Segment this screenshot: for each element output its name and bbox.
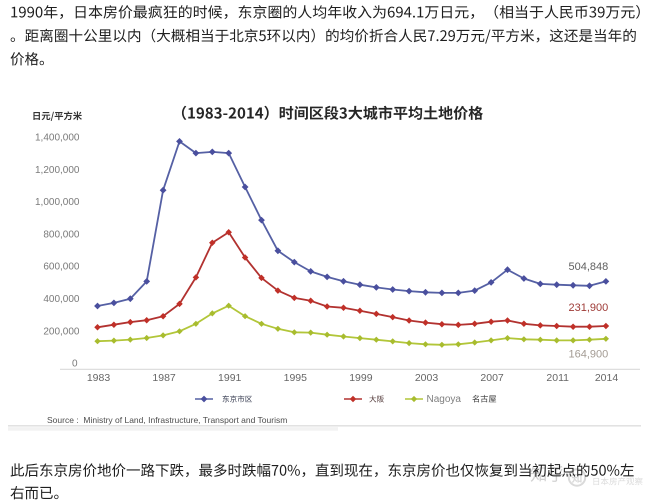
- svg-text:1995: 1995: [284, 372, 308, 384]
- svg-text:2014: 2014: [595, 372, 619, 384]
- svg-text:2007: 2007: [480, 372, 504, 384]
- svg-text:1987: 1987: [152, 372, 176, 384]
- svg-text:504,848: 504,848: [569, 261, 609, 273]
- svg-text:1,400,000: 1,400,000: [35, 133, 80, 144]
- svg-text:1,200,000: 1,200,000: [35, 165, 80, 176]
- svg-text:600,000: 600,000: [43, 262, 80, 273]
- svg-text:Source : Ministry of Land, In: Source : Ministry of Land, Infrastructur…: [47, 415, 287, 425]
- svg-text:800,000: 800,000: [43, 229, 80, 240]
- svg-text:2003: 2003: [415, 372, 439, 384]
- svg-text:2011: 2011: [546, 372, 569, 384]
- svg-text:1999: 1999: [349, 372, 373, 384]
- svg-text:200,000: 200,000: [43, 326, 80, 337]
- svg-text:231,900: 231,900: [569, 302, 609, 314]
- svg-text:164,900: 164,900: [569, 349, 609, 361]
- svg-text:1,000,000: 1,000,000: [35, 197, 80, 208]
- svg-text:Nagoya: Nagoya: [427, 394, 462, 405]
- svg-text:1991: 1991: [218, 372, 242, 384]
- svg-text:0: 0: [72, 359, 78, 370]
- svg-text:400,000: 400,000: [43, 294, 80, 305]
- svg-text:1983: 1983: [87, 372, 111, 384]
